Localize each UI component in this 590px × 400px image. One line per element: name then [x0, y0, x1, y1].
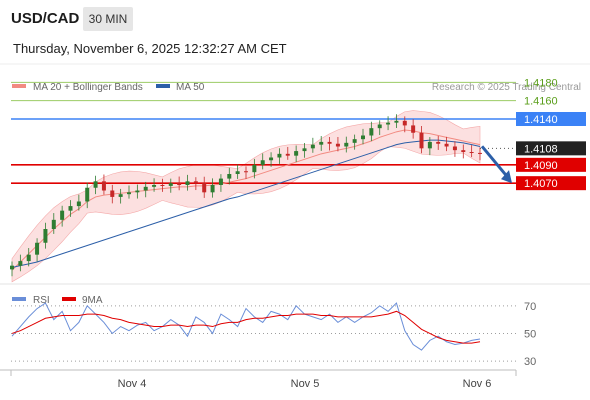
level-label-1.4090: 1.4090: [524, 160, 558, 172]
candle-body: [419, 132, 424, 149]
candle-body: [193, 181, 198, 184]
bollinger-band: [11, 110, 481, 283]
level-label-1.4180: 1.4180: [524, 77, 558, 89]
candle-body: [143, 186, 148, 191]
candle-body: [444, 143, 449, 147]
candle-body: [461, 150, 466, 152]
outlook-arrow-head: [501, 170, 512, 184]
ma50-legend-swatch: [156, 84, 170, 88]
candle-body: [101, 181, 106, 191]
candle-body: [319, 141, 324, 145]
rsi-legend-swatch: [12, 297, 26, 301]
candle-body: [68, 206, 73, 211]
candle-body: [110, 190, 115, 197]
candle-body: [427, 141, 432, 149]
candle-body: [43, 229, 48, 243]
candle-body: [177, 183, 182, 185]
timeframe-button[interactable]: 30 MIN: [83, 7, 133, 31]
rsi-level-label-50: 50: [524, 328, 536, 340]
candle-body: [269, 157, 274, 161]
rsi-9ma-line: [11, 310, 481, 344]
candle-body: [352, 139, 357, 143]
x-tick-label-1: Nov 5: [291, 378, 320, 390]
candle-body: [135, 190, 140, 193]
level-label-1.4070: 1.4070: [524, 178, 558, 190]
outlook-arrow-shaft: [480, 145, 508, 177]
candle-body: [218, 178, 223, 185]
symbol-title: USD/CAD: [11, 10, 80, 27]
candle-body: [327, 141, 332, 144]
candle-body: [227, 174, 232, 179]
candle-body: [369, 128, 374, 136]
level-label-1.4160: 1.4160: [524, 96, 558, 108]
ma50-line: [11, 139, 481, 268]
candle-body: [51, 219, 56, 229]
rsi-9ma-legend-swatch: [62, 297, 76, 301]
candle-body: [85, 187, 90, 202]
candle-body: [118, 194, 123, 197]
candle-body: [185, 181, 190, 185]
level-tag-1.4070: [516, 176, 586, 191]
candle-body: [277, 153, 282, 158]
candle-body: [452, 146, 457, 151]
rsi-9ma-legend-label: 9MA: [82, 295, 103, 306]
candle-body: [469, 152, 474, 153]
candle-body: [168, 183, 173, 186]
candle-body: [60, 210, 65, 220]
candle-body: [244, 171, 248, 173]
candle-body: [344, 142, 349, 147]
candle-body: [252, 164, 257, 173]
candle-body: [18, 261, 23, 266]
candle-body: [210, 185, 215, 193]
x-tick-label-0: Nov 4: [118, 378, 147, 390]
candle-body: [377, 124, 382, 129]
timestamp: Thursday, November 6, 2025 12:32:27 AM C…: [13, 41, 287, 56]
candle-body: [386, 122, 391, 125]
candle-body: [160, 185, 165, 186]
x-tick-label-2: Nov 6: [463, 378, 492, 390]
rsi-line: [11, 302, 481, 351]
top-bar: USD/CAD 30 MIN: [0, 0, 590, 38]
candle-body: [285, 153, 290, 156]
candle-body: [127, 192, 131, 195]
level-tag-1.4090: [516, 157, 586, 172]
candle-body: [310, 144, 315, 149]
candle-body: [411, 125, 416, 133]
candle-body: [93, 181, 98, 188]
rsi-level-label-30: 30: [524, 356, 536, 368]
last-price-tag: [516, 141, 586, 156]
rsi-legend-label: RSI: [33, 295, 50, 306]
candle-body: [394, 120, 399, 123]
candle-body: [302, 148, 307, 152]
candle-body: [10, 265, 14, 270]
candle-body: [202, 183, 207, 193]
candle-body: [478, 152, 482, 154]
candle-body: [361, 135, 365, 140]
ma20-legend-label: MA 20 + Bollinger Bands: [33, 82, 143, 93]
candle-body: [335, 143, 340, 147]
rsi-level-label-70: 70: [524, 301, 536, 313]
candle-body: [235, 171, 240, 174]
credit-text: Research © 2025 Trading Central: [432, 82, 581, 93]
last-price-label: 1.4108: [524, 143, 558, 155]
candle-body: [402, 120, 407, 126]
candle-body: [436, 141, 441, 144]
candle-body: [294, 151, 299, 156]
ma20-legend-swatch: [12, 84, 26, 88]
level-tag-1.4140: [516, 112, 586, 126]
level-label-1.4140: 1.4140: [524, 114, 558, 126]
candle-body: [35, 242, 40, 255]
candle-body: [26, 254, 31, 262]
candle-body: [152, 185, 157, 187]
ma50-legend-label: MA 50: [176, 82, 205, 93]
candle-body: [76, 201, 81, 207]
candle-body: [260, 160, 265, 165]
